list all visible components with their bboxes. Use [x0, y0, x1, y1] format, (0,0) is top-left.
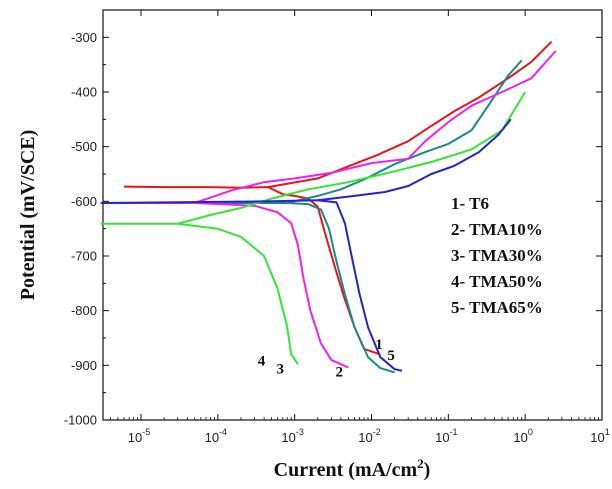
x-axis-title-main: Current (mA/cm [274, 459, 418, 481]
series-5-anodic-line [317, 118, 512, 202]
series-4-cathodic-line [100, 222, 299, 365]
y-tick-label: -400 [71, 85, 97, 100]
y-tick-label: -300 [71, 30, 97, 45]
ticks-layer: -300 -400 -500 -600 -700 -800 -900 -1000 10-5 10-… [64, 10, 610, 445]
x-tick-label: 101 [590, 427, 609, 445]
series-1-cathodic-line [123, 185, 381, 356]
curve-label-1: 1 [375, 337, 383, 353]
series-5-cathodic-line [100, 199, 403, 372]
y-tick-label: -900 [71, 358, 97, 373]
y-axis-title: Potential (mV/SCE) [17, 130, 39, 301]
x-axis-title-sup: 2 [417, 456, 424, 471]
legend-entry-4: 4- TMA50% [451, 272, 543, 291]
x-tick-label: 10-2 [358, 427, 380, 445]
x-tick-label: 10-5 [128, 427, 150, 445]
y-tick-label: -600 [71, 194, 97, 209]
x-axis-title-end: ) [424, 459, 431, 481]
curve-label-4: 4 [258, 353, 266, 369]
legend-entry-5: 5- TMA65% [451, 298, 543, 317]
plot-frame [102, 9, 603, 421]
series-3-cathodic-line [100, 202, 349, 369]
curve-label-5: 5 [387, 348, 395, 364]
series-layer [100, 40, 557, 374]
legend: 1- T6 2- TMA10% 3- TMA30% 4- TMA50% 5- T… [451, 194, 543, 317]
series-2-anodic-line [286, 59, 523, 204]
y-tick-label: -500 [71, 139, 97, 154]
series-2-cathodic-line [100, 202, 395, 374]
curve-label-3: 3 [277, 362, 285, 378]
x-tick-label: 10-3 [281, 427, 303, 445]
legend-entry-2: 2- TMA10% [451, 220, 543, 239]
series-3-anodic-line [194, 50, 557, 204]
y-tick-label: -800 [71, 303, 97, 318]
legend-entry-1: 1- T6 [451, 194, 489, 213]
x-tick-label: 10-4 [205, 427, 227, 445]
y-tick-label: -700 [71, 249, 97, 264]
curve-label-2: 2 [335, 364, 343, 380]
series-4-anodic-line [177, 91, 527, 225]
legend-entry-3: 3- TMA30% [451, 246, 543, 265]
curve-labels: 1 2 34 5 [258, 337, 395, 380]
y-tick-label: -1000 [64, 413, 97, 428]
series-1-anodic-line [267, 40, 553, 189]
x-axis-title: Current (mA/cm2) [274, 456, 431, 481]
x-tick-label: 10-1 [435, 427, 457, 445]
x-tick-label: 100 [513, 427, 532, 445]
